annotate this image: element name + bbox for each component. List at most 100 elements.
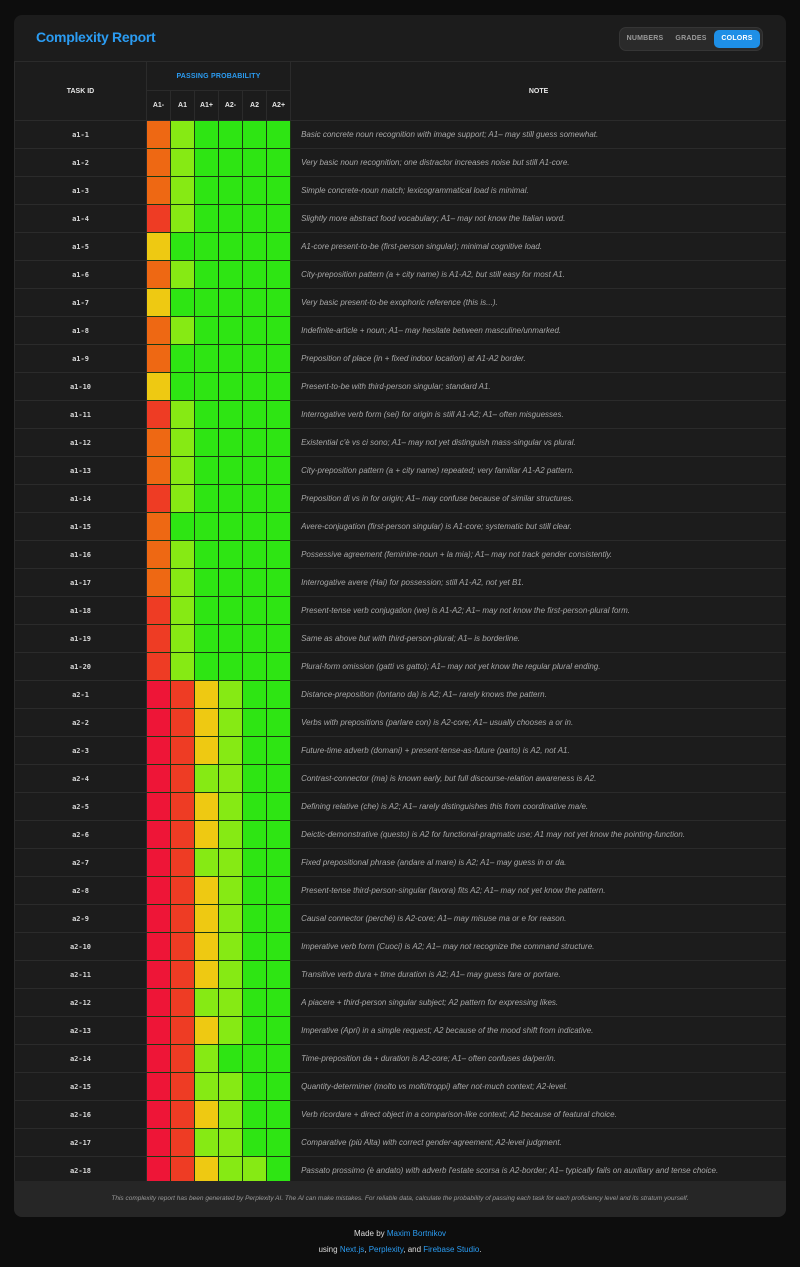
- level-header-a1: A1: [170, 90, 195, 121]
- probability-color-cell: [170, 876, 195, 905]
- probability-color-cell: [170, 1044, 195, 1073]
- probability-color-cell: [194, 260, 219, 289]
- probability-color-cell: [242, 876, 267, 905]
- probability-color-cell: [265, 904, 292, 933]
- probability-color-cell: [170, 316, 195, 345]
- view-colors-button[interactable]: COLORS: [714, 30, 760, 48]
- probability-color-cell: [194, 344, 219, 373]
- probability-color-cell: [242, 1072, 267, 1101]
- probability-color-cell: [146, 596, 171, 625]
- footer-period: .: [479, 1245, 482, 1254]
- probability-color-cell: [265, 288, 292, 317]
- probability-color-cell: [194, 568, 219, 597]
- table-row: a2-8 Present-tense third-person-singular …: [14, 876, 786, 905]
- probability-color-cell: [218, 148, 243, 177]
- probability-color-cell: [265, 428, 292, 457]
- note-cell: Future-time adverb (domani) + present-te…: [290, 736, 786, 765]
- note-cell: Same as above but with third-person-plur…: [290, 624, 786, 653]
- probability-color-cell: [170, 120, 195, 149]
- probability-color-cell: [194, 288, 219, 317]
- task-id-cell: a1-6: [14, 260, 147, 289]
- view-numbers-button[interactable]: NUMBERS: [626, 35, 664, 42]
- probability-color-cell: [146, 260, 171, 289]
- task-id-cell: a2-7: [14, 848, 147, 877]
- note-cell: Verbs with prepositions (parlare con) is…: [290, 708, 786, 737]
- level-header-a2: A2: [242, 90, 267, 121]
- probability-color-cell: [194, 316, 219, 345]
- nextjs-link[interactable]: Next.js: [339, 1245, 365, 1254]
- table-row: a1-6 City-preposition pattern (a + city n…: [14, 260, 786, 289]
- probability-color-cell: [170, 988, 195, 1017]
- view-grades-button[interactable]: GRADES: [675, 35, 707, 42]
- table-body: a1-1 Basic concrete noun recognition with…: [14, 120, 786, 1185]
- table-row: a2-5 Defining relative (che) is A2; A1– r…: [14, 792, 786, 821]
- note-cell: City-preposition pattern (a + city name)…: [290, 456, 786, 485]
- probability-color-cell: [242, 484, 267, 513]
- probability-color-cell: [242, 1100, 267, 1129]
- probability-color-cell: [218, 260, 243, 289]
- probability-color-cell: [194, 652, 219, 681]
- note-cell: Transitive verb dura + time duration is …: [290, 960, 786, 989]
- perplexity-link[interactable]: Perplexity: [368, 1245, 404, 1254]
- footer-using: using Next.js, Perplexity, and Firebase …: [0, 1242, 800, 1258]
- task-id-cell: a1-18: [14, 596, 147, 625]
- probability-color-cell: [170, 512, 195, 541]
- probability-color-cell: [218, 484, 243, 513]
- probability-color-cell: [265, 596, 292, 625]
- probability-color-cell: [146, 176, 171, 205]
- probability-color-cell: [146, 708, 171, 737]
- note-cell: Preposition of place (in + fixed indoor …: [290, 344, 786, 373]
- probability-color-cell: [218, 596, 243, 625]
- firebase-studio-link[interactable]: Firebase Studio: [423, 1245, 480, 1254]
- probability-color-cell: [242, 120, 267, 149]
- table-row: a1-4 Slightly more abstract food vocabula…: [14, 204, 786, 233]
- using-prefix: using: [318, 1245, 340, 1254]
- probability-color-cell: [265, 484, 292, 513]
- probability-color-cell: [170, 960, 195, 989]
- probability-color-cell: [218, 540, 243, 569]
- task-id-cell: a1-4: [14, 204, 147, 233]
- report-header: Complexity Report NUMBERS GRADES COLORS: [14, 15, 786, 61]
- probability-color-cell: [194, 1016, 219, 1045]
- task-id-cell: a2-13: [14, 1016, 147, 1045]
- author-link[interactable]: Maxim Bortnikov: [386, 1229, 447, 1238]
- probability-color-cell: [170, 1156, 195, 1185]
- probability-color-cell: [242, 512, 267, 541]
- probability-color-cell: [146, 400, 171, 429]
- probability-color-cell: [265, 176, 292, 205]
- probability-color-cell: [146, 1128, 171, 1157]
- probability-color-cell: [194, 792, 219, 821]
- probability-color-cell: [146, 540, 171, 569]
- probability-color-cell: [170, 708, 195, 737]
- task-id-cell: a2-10: [14, 932, 147, 961]
- probability-color-cell: [218, 344, 243, 373]
- probability-color-cell: [194, 120, 219, 149]
- probability-color-cell: [265, 876, 292, 905]
- probability-color-cell: [194, 400, 219, 429]
- probability-color-cell: [265, 988, 292, 1017]
- probability-color-cell: [194, 736, 219, 765]
- probability-color-cell: [265, 820, 292, 849]
- probability-color-cell: [170, 148, 195, 177]
- page-title: Complexity Report: [36, 29, 156, 45]
- probability-color-cell: [146, 652, 171, 681]
- probability-color-cell: [146, 372, 171, 401]
- task-id-cell: a1-9: [14, 344, 147, 373]
- probability-color-cell: [194, 848, 219, 877]
- table-row: a1-19 Same as above but with third-person…: [14, 624, 786, 653]
- table-row: a1-16 Possessive agreement (feminine-noun…: [14, 540, 786, 569]
- task-id-cell: a2-2: [14, 708, 147, 737]
- probability-color-cell: [194, 624, 219, 653]
- table-row: a2-6 Deictic-demonstrative (questo) is A2…: [14, 820, 786, 849]
- note-cell: Present-to-be with third-person singular…: [290, 372, 786, 401]
- probability-color-cell: [242, 1128, 267, 1157]
- table-row: a1-18 Present-tense verb conjugation (we)…: [14, 596, 786, 625]
- probability-color-cell: [146, 876, 171, 905]
- probability-color-cell: [146, 288, 171, 317]
- note-cell: Imperative verb form (Cuoci) is A2; A1– …: [290, 932, 786, 961]
- probability-color-cell: [265, 400, 292, 429]
- note-cell: City-preposition pattern (a + city name)…: [290, 260, 786, 289]
- probability-color-cell: [242, 372, 267, 401]
- probability-color-cell: [265, 764, 292, 793]
- note-cell: Contrast-connector (ma) is known early, …: [290, 764, 786, 793]
